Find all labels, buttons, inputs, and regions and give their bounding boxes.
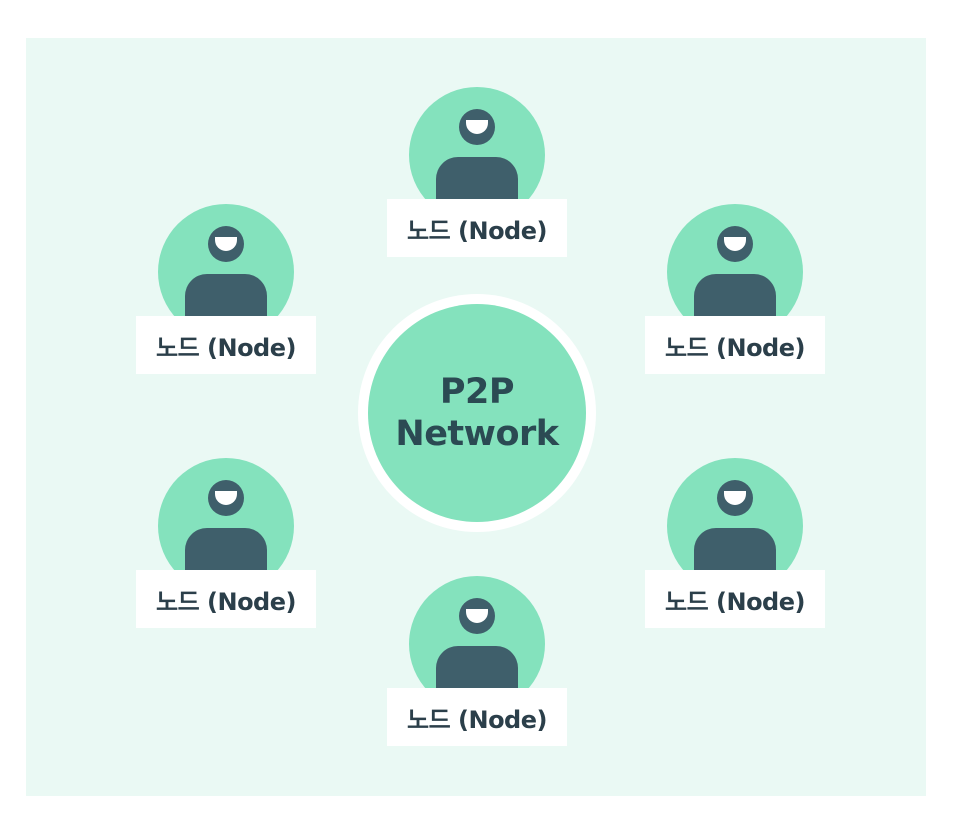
node-lower-left: 노드 (Node)	[136, 458, 316, 630]
node-upper-right: 노드 (Node)	[645, 204, 825, 376]
node-label: 노드 (Node)	[645, 316, 825, 374]
node-label: 노드 (Node)	[136, 316, 316, 374]
node-top: 노드 (Node)	[387, 87, 567, 259]
node-upper-left: 노드 (Node)	[136, 204, 316, 376]
center-hub: P2P Network	[368, 304, 586, 522]
node-label: 노드 (Node)	[387, 199, 567, 257]
center-title-line2: Network	[395, 414, 559, 454]
node-lower-right: 노드 (Node)	[645, 458, 825, 630]
node-label: 노드 (Node)	[136, 570, 316, 628]
node-bottom: 노드 (Node)	[387, 576, 567, 748]
center-title-line1: P2P	[439, 372, 515, 412]
node-label: 노드 (Node)	[645, 570, 825, 628]
node-label: 노드 (Node)	[387, 688, 567, 746]
